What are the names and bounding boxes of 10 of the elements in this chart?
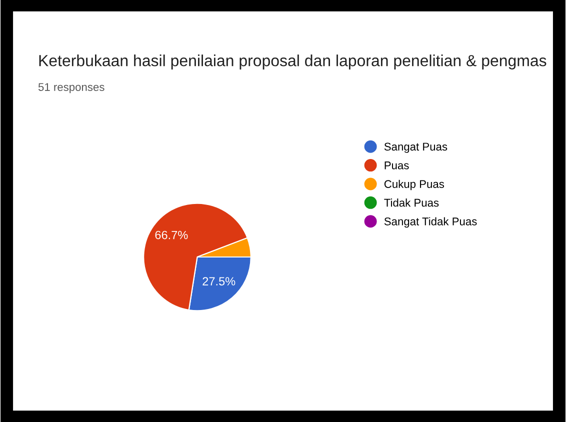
data-label: 27.5% xyxy=(202,277,236,286)
chart-title: Keterbukaan hasil penilaian proposal dan laporan penelitian & pengmas xyxy=(39,54,546,70)
legend-label: Sangat Tidak Puas xyxy=(384,217,477,228)
data-label: 66.7% xyxy=(155,230,188,240)
legend-label: Tidak Puas xyxy=(384,198,439,207)
pie-slice xyxy=(143,202,248,311)
legend-label: Puas xyxy=(384,162,409,170)
legend-label: Cukup Puas xyxy=(384,180,444,190)
legend-label: Sangat Puas xyxy=(384,142,448,153)
chart-subtitle: 51 responses xyxy=(38,83,104,94)
